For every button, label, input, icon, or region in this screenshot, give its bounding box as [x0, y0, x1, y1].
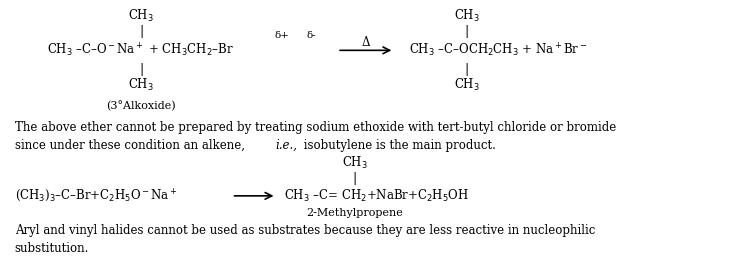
Text: The above ether cannot be prepared by treating sodium ethoxide with tert-butyl c: The above ether cannot be prepared by tr… [15, 121, 616, 134]
Text: CH$_3$: CH$_3$ [128, 8, 154, 24]
Text: (3°Alkoxide): (3°Alkoxide) [106, 101, 176, 111]
Text: CH$_3$: CH$_3$ [342, 155, 368, 171]
Text: 2-Methylpropene: 2-Methylpropene [306, 208, 403, 218]
Text: CH$_3$: CH$_3$ [454, 8, 480, 24]
Text: |: | [353, 172, 356, 185]
Text: Aryl and vinyl halides cannot be used as substrates because they are less reacti: Aryl and vinyl halides cannot be used as… [15, 224, 595, 237]
Text: since under these condition an alkene,: since under these condition an alkene, [15, 139, 249, 152]
Text: CH$_3$: CH$_3$ [454, 77, 480, 93]
Text: |: | [464, 25, 469, 38]
Text: substitution.: substitution. [15, 242, 89, 255]
Text: CH$_3$ –C–O$^-$Na$^+$ + CH$_3$CH$_2$–Br: CH$_3$ –C–O$^-$Na$^+$ + CH$_3$CH$_2$–Br [47, 42, 234, 59]
Text: δ-: δ- [306, 31, 316, 40]
Text: i.e.,: i.e., [275, 139, 297, 152]
Text: |: | [139, 25, 143, 38]
Text: |: | [464, 63, 469, 76]
Text: CH$_3$ –C= CH$_2$+NaBr+C$_2$H$_5$OH: CH$_3$ –C= CH$_2$+NaBr+C$_2$H$_5$OH [283, 188, 469, 204]
Text: CH$_3$ –C–OCH$_2$CH$_3$ + Na$^+$Br$^-$: CH$_3$ –C–OCH$_2$CH$_3$ + Na$^+$Br$^-$ [409, 42, 587, 59]
Text: CH$_3$: CH$_3$ [128, 77, 154, 93]
Text: δ+: δ+ [275, 31, 290, 40]
Text: isobutylene is the main product.: isobutylene is the main product. [300, 139, 496, 152]
Text: (CH$_3$)$_3$–C–Br+C$_2$H$_5$O$^-$Na$^+$: (CH$_3$)$_3$–C–Br+C$_2$H$_5$O$^-$Na$^+$ [15, 188, 177, 204]
Text: |: | [139, 63, 143, 76]
Text: Δ: Δ [361, 36, 370, 49]
